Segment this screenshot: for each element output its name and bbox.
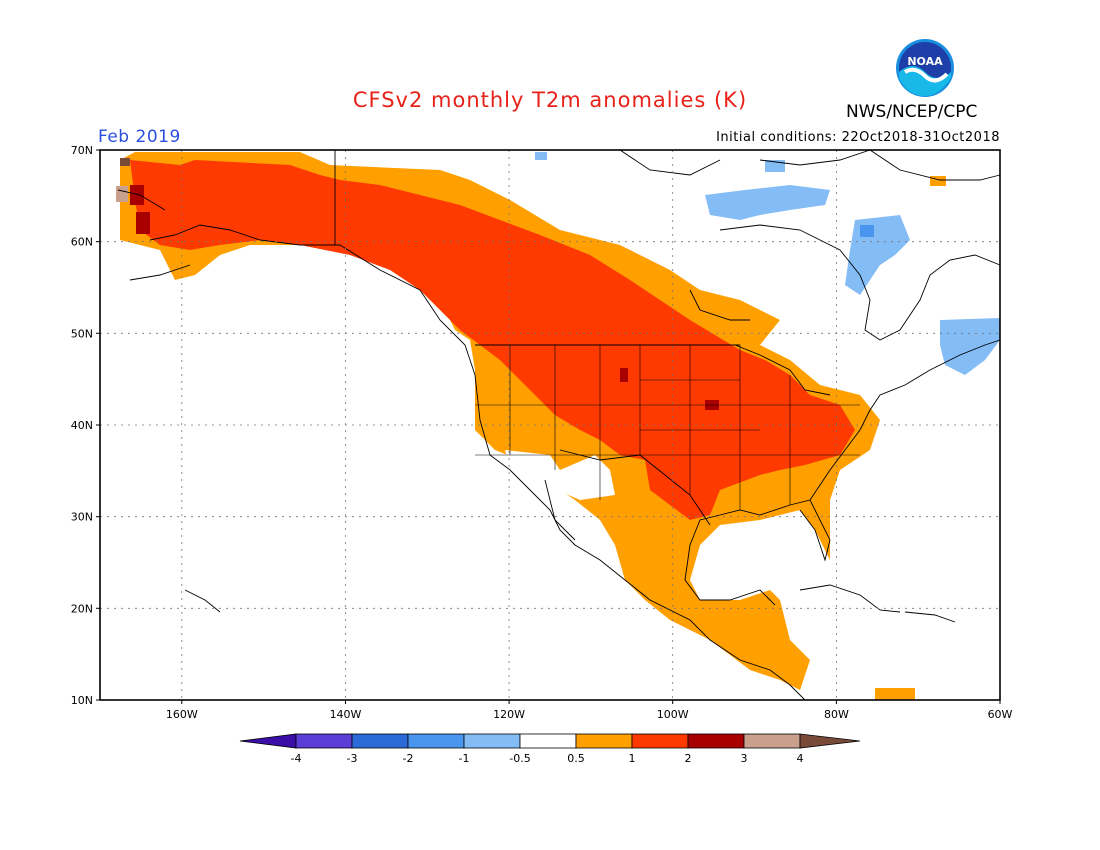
lat-label-70n: 70N: [71, 144, 93, 157]
anomaly-region-lightblue: [845, 215, 910, 295]
anomaly-region-white: [505, 450, 615, 500]
legend-label: 4: [797, 752, 804, 765]
legend-swatch: [351, 733, 409, 749]
noaa-logo-icon: NOAA: [896, 39, 954, 97]
legend-label: 2: [685, 752, 692, 765]
lon-label-80w: 80W: [824, 708, 849, 721]
lat-label-30n: 30N: [71, 511, 93, 524]
lon-label-120w: 120W: [493, 708, 525, 721]
map-title: CFSv2 monthly T2m anomalies (K): [352, 88, 748, 112]
legend-label: -3: [347, 752, 358, 765]
logo-text: NOAA: [907, 55, 943, 68]
color-legend: [239, 733, 861, 749]
anomaly-patch-orange: [930, 176, 946, 186]
lat-label-40n: 40N: [71, 419, 93, 432]
anomaly-region-lightblue: [705, 185, 830, 220]
legend-swatch: [631, 733, 689, 749]
legend-swatch: [463, 733, 521, 749]
lat-label-20n: 20N: [71, 602, 93, 615]
lat-label-60n: 60N: [71, 236, 93, 249]
anomaly-patch-darkred: [620, 368, 628, 382]
legend-swatch: [575, 733, 633, 749]
lon-label-60w: 60W: [988, 708, 1013, 721]
legend-label: -4: [291, 752, 302, 765]
lon-label-100w: 100W: [657, 708, 689, 721]
lat-label-50n: 50N: [71, 327, 93, 340]
anomaly-region-lightblue: [940, 318, 1000, 375]
lon-label-160w: 160W: [166, 708, 198, 721]
anomaly-patch-brown: [120, 158, 130, 166]
legend-swatch: [295, 733, 353, 749]
anomaly-patch-darkred: [130, 185, 144, 205]
legend-arrow-low: [239, 733, 297, 749]
anomaly-field: [116, 152, 1000, 700]
legend-swatch: [687, 733, 745, 749]
axis-ticks: [96, 149, 1001, 704]
legend-label: -2: [403, 752, 414, 765]
anomaly-region-orange: [120, 152, 880, 690]
anomaly-patch-lightblue: [535, 152, 547, 160]
anomaly-patch-tan: [116, 186, 128, 202]
anomaly-patch-orange: [875, 688, 915, 700]
legend-label: 3: [741, 752, 748, 765]
legend-swatch: [519, 733, 577, 749]
anomaly-patch-blue: [860, 225, 874, 237]
lon-label-140w: 140W: [330, 708, 362, 721]
legend-label: -0.5: [509, 752, 530, 765]
anomaly-patch-darkred: [136, 212, 150, 234]
initial-conditions: Initial conditions: 22Oct2018-31Oct2018: [716, 130, 1000, 145]
lat-label-10n: 10N: [71, 694, 93, 707]
legend-label: -1: [459, 752, 470, 765]
legend-swatch: [743, 733, 801, 749]
legend-label: 1: [629, 752, 636, 765]
state-borders: [475, 345, 860, 510]
legend-arrow-high: [799, 733, 861, 749]
legend-label: 0.5: [567, 752, 585, 765]
graticule: [100, 150, 1000, 700]
forecast-month: Feb 2019: [98, 127, 181, 147]
agency-label: NWS/NCEP/CPC: [846, 102, 978, 122]
legend-swatch: [407, 733, 465, 749]
anomaly-patch-lightblue: [765, 160, 785, 172]
